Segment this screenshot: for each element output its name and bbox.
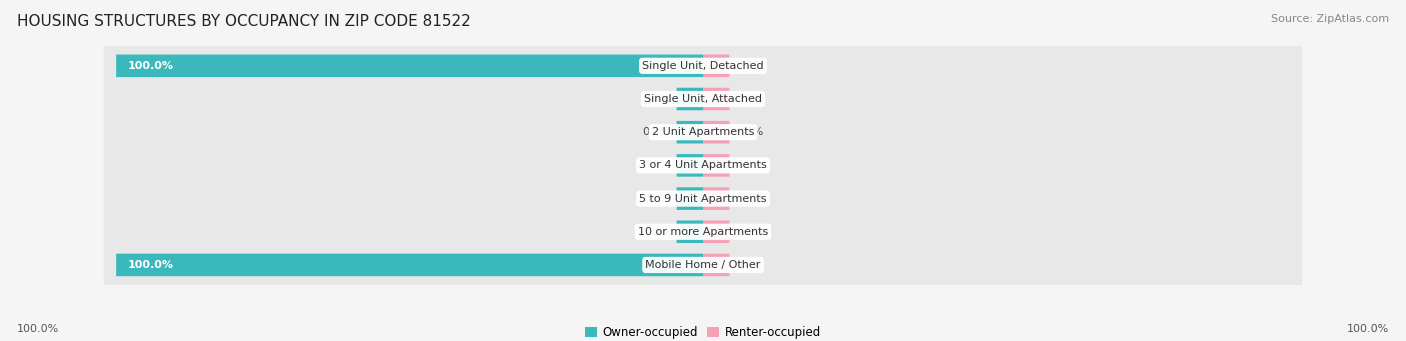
Text: Single Unit, Attached: Single Unit, Attached xyxy=(644,94,762,104)
Legend: Owner-occupied, Renter-occupied: Owner-occupied, Renter-occupied xyxy=(585,326,821,339)
Text: 10 or more Apartments: 10 or more Apartments xyxy=(638,227,768,237)
FancyBboxPatch shape xyxy=(676,187,703,210)
Text: 0.0%: 0.0% xyxy=(643,94,671,104)
Text: 100.0%: 100.0% xyxy=(128,260,174,270)
Text: 5 to 9 Unit Apartments: 5 to 9 Unit Apartments xyxy=(640,194,766,204)
Text: 0.0%: 0.0% xyxy=(735,127,763,137)
FancyBboxPatch shape xyxy=(703,221,730,243)
Text: 0.0%: 0.0% xyxy=(643,160,671,170)
FancyBboxPatch shape xyxy=(117,254,703,276)
FancyBboxPatch shape xyxy=(703,154,730,177)
Text: 100.0%: 100.0% xyxy=(1347,324,1389,334)
FancyBboxPatch shape xyxy=(104,245,1302,285)
FancyBboxPatch shape xyxy=(703,187,730,210)
Text: 0.0%: 0.0% xyxy=(735,227,763,237)
FancyBboxPatch shape xyxy=(104,79,1302,119)
FancyBboxPatch shape xyxy=(703,88,730,110)
Text: 100.0%: 100.0% xyxy=(17,324,59,334)
Text: 0.0%: 0.0% xyxy=(735,61,763,71)
FancyBboxPatch shape xyxy=(703,55,730,77)
Text: 0.0%: 0.0% xyxy=(643,127,671,137)
Text: 2 Unit Apartments: 2 Unit Apartments xyxy=(652,127,754,137)
Text: HOUSING STRUCTURES BY OCCUPANCY IN ZIP CODE 81522: HOUSING STRUCTURES BY OCCUPANCY IN ZIP C… xyxy=(17,14,471,29)
Text: 0.0%: 0.0% xyxy=(735,194,763,204)
Text: Single Unit, Detached: Single Unit, Detached xyxy=(643,61,763,71)
FancyBboxPatch shape xyxy=(703,254,730,276)
FancyBboxPatch shape xyxy=(104,212,1302,252)
Text: 0.0%: 0.0% xyxy=(735,260,763,270)
FancyBboxPatch shape xyxy=(676,154,703,177)
FancyBboxPatch shape xyxy=(104,179,1302,219)
FancyBboxPatch shape xyxy=(104,46,1302,86)
FancyBboxPatch shape xyxy=(104,112,1302,152)
Text: Mobile Home / Other: Mobile Home / Other xyxy=(645,260,761,270)
Text: 100.0%: 100.0% xyxy=(128,61,174,71)
FancyBboxPatch shape xyxy=(676,88,703,110)
FancyBboxPatch shape xyxy=(117,55,703,77)
Text: 0.0%: 0.0% xyxy=(643,227,671,237)
FancyBboxPatch shape xyxy=(676,121,703,144)
Text: 0.0%: 0.0% xyxy=(735,94,763,104)
FancyBboxPatch shape xyxy=(676,221,703,243)
FancyBboxPatch shape xyxy=(703,121,730,144)
Text: Source: ZipAtlas.com: Source: ZipAtlas.com xyxy=(1271,14,1389,24)
Text: 0.0%: 0.0% xyxy=(643,194,671,204)
Text: 0.0%: 0.0% xyxy=(735,160,763,170)
Text: 3 or 4 Unit Apartments: 3 or 4 Unit Apartments xyxy=(640,160,766,170)
FancyBboxPatch shape xyxy=(104,146,1302,185)
